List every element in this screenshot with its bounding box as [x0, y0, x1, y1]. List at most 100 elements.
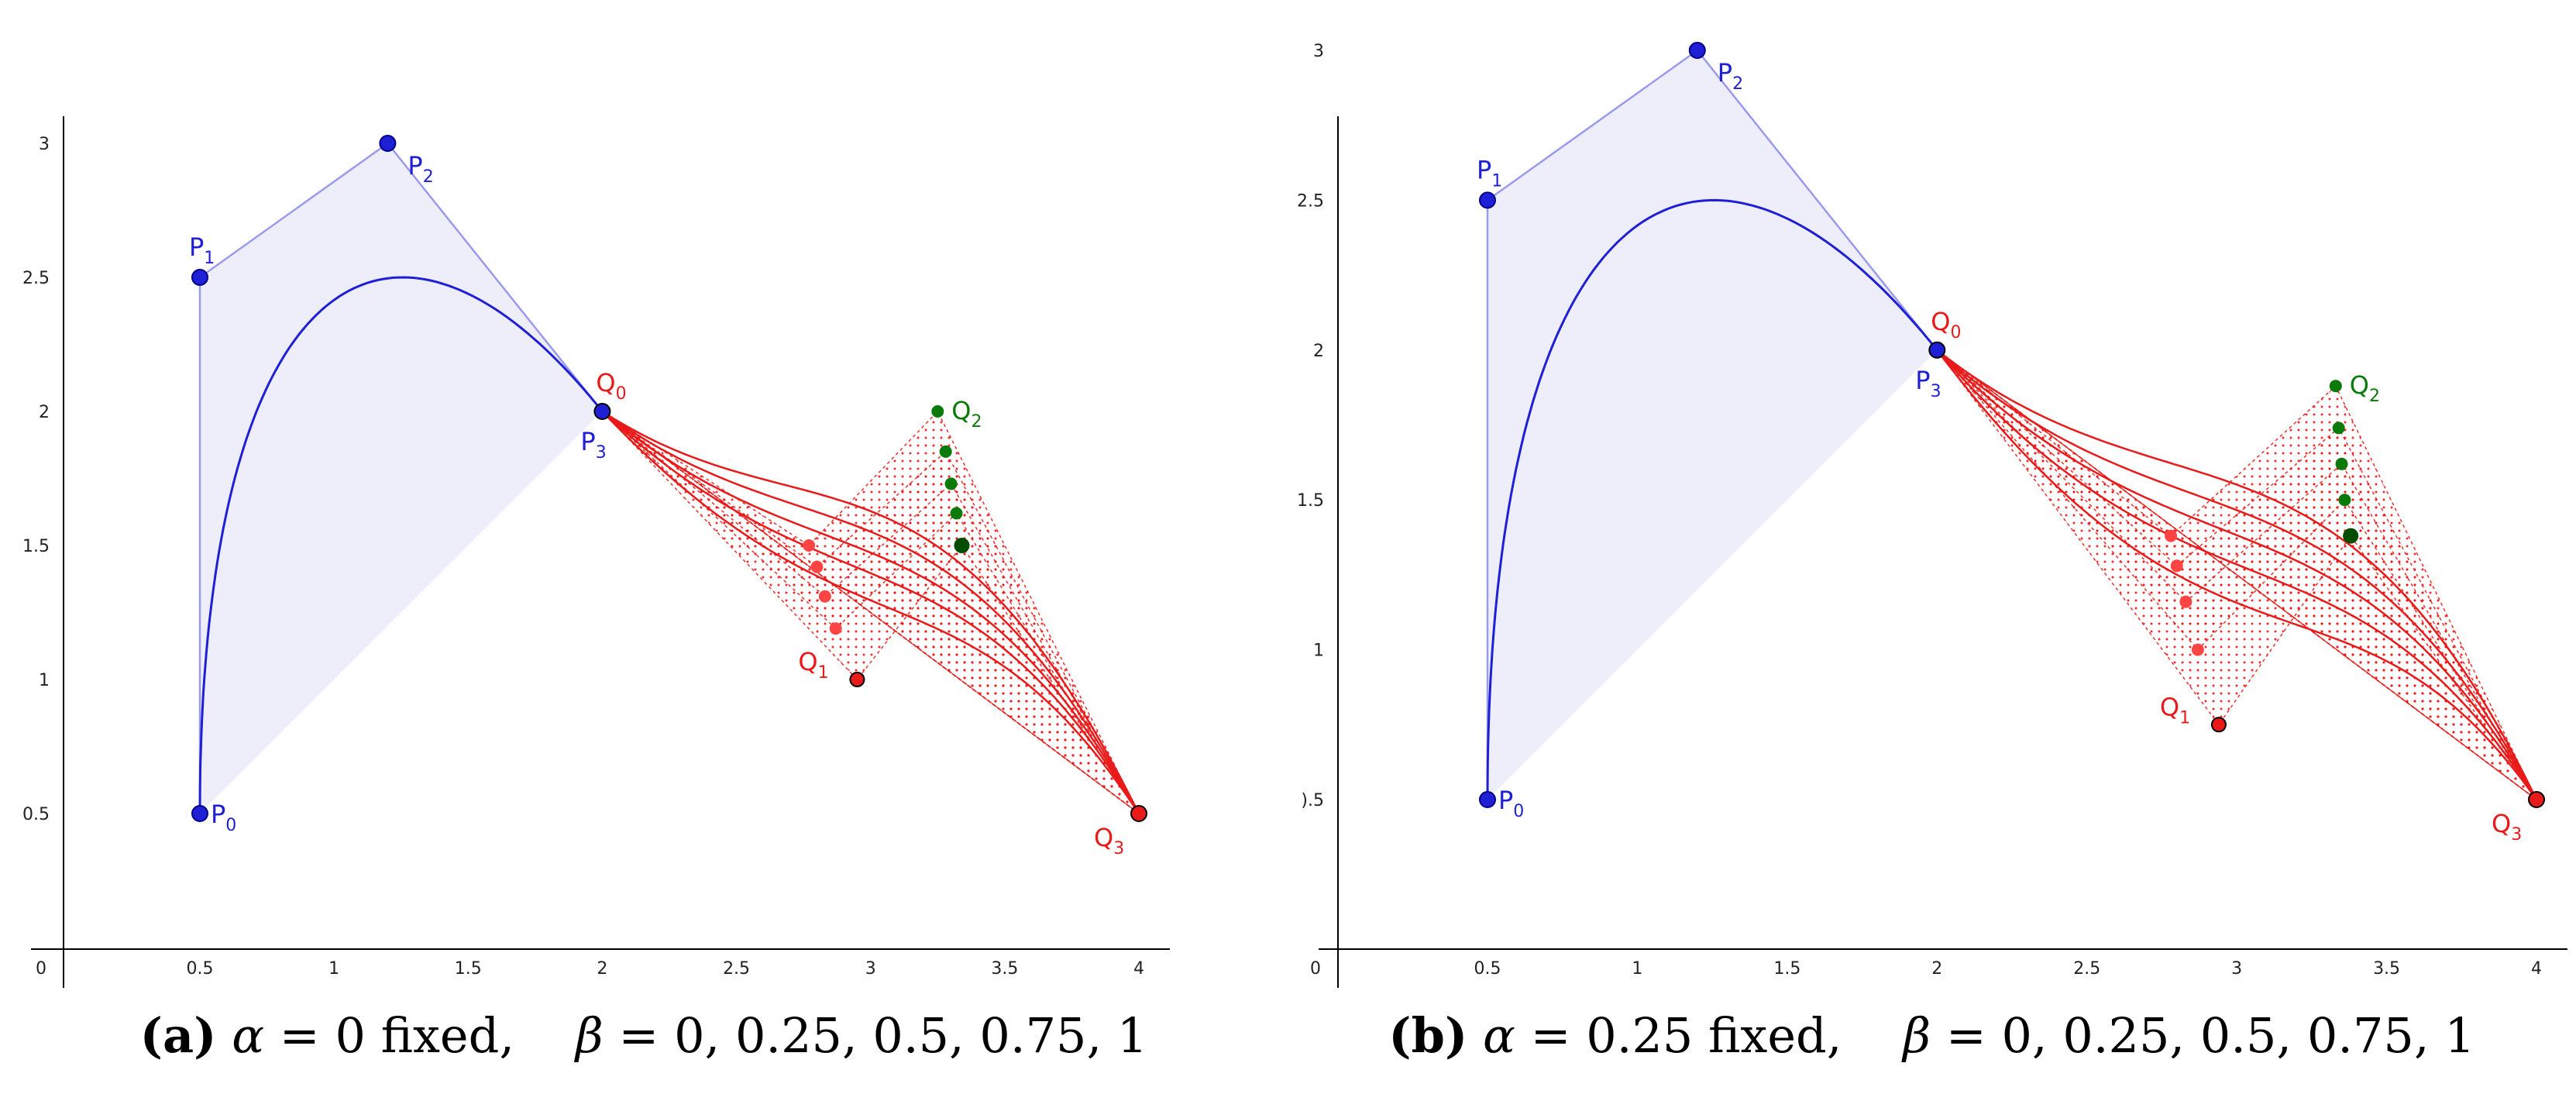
x-tick-label: 3.5 — [991, 959, 1018, 979]
x-tick-label: 2 — [597, 959, 607, 979]
caption-a-beta: β — [575, 1007, 604, 1064]
red-hull — [1936, 349, 2537, 800]
p2-point — [1688, 42, 1706, 59]
x-tick-label: 4 — [2531, 959, 2542, 979]
red-bezier-curve — [601, 410, 1140, 814]
q2-point — [2335, 457, 2348, 470]
q2-point — [944, 477, 958, 490]
y-tick-label: 2 — [1313, 342, 1324, 361]
x-tick-label: 3.5 — [2373, 959, 2400, 979]
q2-point — [2329, 380, 2342, 393]
red-bezier-curve — [1936, 349, 2538, 800]
caption-a-alpha: α — [232, 1007, 265, 1064]
q1-label: Q1 — [2160, 692, 2190, 728]
caption-b-beta: β — [1903, 1007, 1931, 1064]
q2-label: Q2 — [2350, 370, 2380, 406]
x-tick-label: 2.5 — [723, 959, 750, 979]
x-tick-label: 3 — [2231, 959, 2242, 979]
q2-label: Q2 — [951, 396, 982, 432]
q1-point — [2165, 529, 2178, 542]
x-tick-label: 4 — [1133, 959, 1144, 979]
y-tick-label: 2.5 — [1297, 191, 1324, 211]
y-tick-label: 1.5 — [1297, 491, 1324, 511]
x-tick-label: 1 — [1632, 959, 1642, 979]
q2-point — [939, 445, 952, 458]
p3-point — [1928, 341, 1946, 359]
red-bezier-curve — [601, 410, 1140, 814]
q3-point — [2528, 791, 2545, 808]
y-tick-label: 2.5 — [22, 269, 50, 288]
p1-point — [1479, 191, 1496, 209]
q0-label: Q0 — [596, 368, 626, 404]
caption-b-label: (b) — [1388, 1007, 1468, 1064]
p0-label: P0 — [1498, 786, 1524, 821]
q3-label: Q3 — [1094, 823, 1124, 858]
q3-point — [1130, 805, 1147, 822]
q1-point — [2170, 559, 2183, 573]
blue-hull — [200, 143, 603, 814]
q2-point — [950, 507, 963, 520]
p1-label: P1 — [189, 232, 215, 268]
q2-point — [954, 538, 970, 553]
x-tick-label: 3 — [865, 959, 876, 979]
q1-point — [829, 622, 842, 635]
blue-bezier-curve — [1486, 198, 1938, 800]
blue-control-polygon — [1486, 49, 1938, 800]
red-bezier-curve — [1936, 349, 2538, 800]
panel-b: 0.5 1 1.5 2 2.5 3 3.5 4).5 1 1.5 2 2.5 3 0 P0 P1 P2 P3 Q0 Q… — [1288, 0, 2576, 1094]
p3-label: P3 — [580, 427, 606, 463]
q2-point — [2338, 494, 2351, 507]
q1-point — [803, 539, 816, 552]
p3-label: P3 — [1915, 366, 1941, 401]
red-bezier-curve — [601, 411, 1140, 814]
red-bezier-curve — [1936, 349, 2538, 800]
y-tick-label: ).5 — [1301, 791, 1324, 810]
blue-control-polygon — [198, 142, 604, 814]
p1-label: P1 — [1477, 155, 1502, 191]
caption-a-beta-text: = 0, 0.25, 0.5, 0.75, 1 — [603, 1007, 1148, 1064]
x-tick-label: 1.5 — [455, 959, 482, 979]
q2-point — [2343, 528, 2359, 544]
x-tick-label: 2.5 — [2073, 959, 2100, 979]
blue-hull — [1487, 50, 1938, 800]
x-tick-label: 1 — [328, 959, 339, 979]
caption-a-label: (a) — [139, 1007, 217, 1064]
q2-point — [931, 405, 944, 418]
p2-label: P2 — [408, 151, 433, 187]
red-bezier-curve — [601, 411, 1140, 814]
q1-point — [810, 560, 824, 573]
q1-point — [2191, 643, 2204, 656]
y-tick-label: 0.5 — [22, 805, 50, 824]
red-hull — [601, 410, 1140, 814]
y-tick-label: 1 — [1313, 642, 1324, 661]
p0-point — [191, 805, 208, 822]
caption-a-alpha-text: = 0 fixed, — [264, 1007, 515, 1064]
x-tick-label: 2 — [1931, 959, 1942, 979]
p0-point — [1479, 791, 1496, 808]
y-tick-label: 1 — [39, 671, 50, 690]
origin-label: 0 — [36, 959, 46, 979]
origin-label: 0 — [1310, 959, 1321, 979]
caption-b-alpha-text: = 0.25 fixed, — [1515, 1007, 1842, 1064]
caption-b: (b) α = 0.25 fixed, β = 0, 0.25, 0.5, 0.… — [1288, 1007, 2576, 1064]
plot-a: 0.5 1 1.5 2 2.5 3 3.5 4 0.5 1 1.5 2 2.5 3 0 P0 P1 P2 P3 Q0 Q… — [22, 116, 1170, 988]
q3-label: Q3 — [2492, 809, 2522, 845]
panel-a: 0.5 1 1.5 2 2.5 3 3.5 4 0.5 1 1.5 2 2.5 3 0 P0 P1 P2 P3 Q0 Q… — [0, 116, 1288, 1064]
plot-b: 0.5 1 1.5 2 2.5 3 3.5 4).5 1 1.5 2 2.5 3 0 P0 P1 P2 P3 Q0 Q… — [1297, 42, 2567, 988]
p2-label: P2 — [1718, 58, 1743, 94]
q1-label: Q1 — [798, 647, 828, 683]
red-bezier-curve — [1936, 349, 2538, 800]
blue-bezier-curve — [198, 276, 604, 814]
y-tick-label: 2 — [39, 403, 50, 422]
caption-a: (a) α = 0 fixed, β = 0, 0.25, 0.5, 0.75,… — [0, 1007, 1288, 1064]
q2-point — [2332, 421, 2345, 435]
caption-b-alpha: α — [1483, 1007, 1515, 1064]
p2-point — [379, 135, 397, 152]
q1-point — [2210, 717, 2227, 733]
p3-point — [593, 403, 611, 420]
red-bezier-curve — [1936, 349, 2538, 800]
x-tick-label: 0.5 — [1474, 959, 1501, 979]
p0-label: P0 — [211, 800, 236, 835]
red-bezier-curve — [601, 411, 1140, 814]
p1-point — [191, 269, 208, 286]
